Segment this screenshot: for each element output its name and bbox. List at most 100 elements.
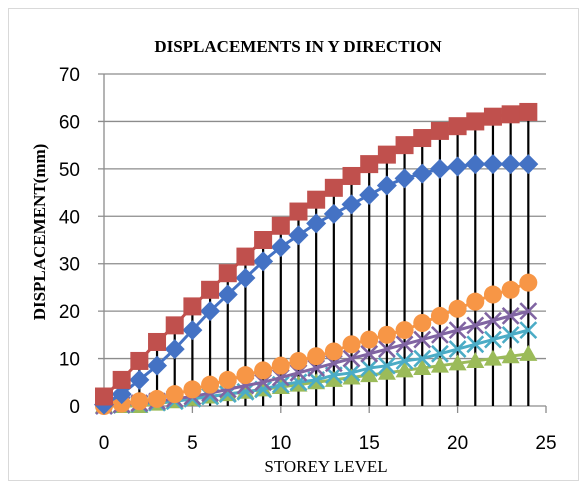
data-point-diamond bbox=[270, 237, 291, 258]
data-point-x bbox=[448, 340, 467, 359]
data-point-square bbox=[112, 370, 131, 389]
data-point-x bbox=[377, 340, 396, 359]
data-point-x bbox=[466, 316, 485, 335]
data-point-square bbox=[307, 190, 326, 209]
data-point-circle bbox=[395, 321, 414, 340]
series-6 bbox=[95, 273, 538, 415]
data-point-square bbox=[519, 102, 538, 121]
data-point-x bbox=[431, 325, 449, 344]
data-point-circle bbox=[307, 347, 326, 366]
data-point-x bbox=[484, 311, 502, 330]
x-tick-label: 0 bbox=[99, 433, 110, 454]
y-tick-label: 50 bbox=[59, 160, 80, 181]
x-axis-ticks: 0 5 10 15 20 25 bbox=[99, 433, 557, 454]
data-point-x bbox=[395, 352, 414, 370]
data-point-x bbox=[413, 349, 432, 368]
data-point-square bbox=[183, 297, 202, 316]
data-point-diamond bbox=[217, 284, 238, 305]
data-point-diamond bbox=[323, 203, 344, 224]
data-point-x bbox=[466, 335, 485, 354]
data-point-x-stroke bbox=[254, 380, 273, 399]
data-point-x bbox=[501, 325, 520, 344]
data-point-diamond bbox=[288, 225, 309, 246]
data-point-square bbox=[324, 178, 343, 197]
series-2 bbox=[95, 102, 538, 406]
data-point-diamond bbox=[482, 154, 503, 175]
data-point-x-stroke bbox=[448, 321, 467, 340]
data-point-square bbox=[289, 202, 308, 221]
x-tick-label: 15 bbox=[359, 433, 380, 454]
data-point-x-stroke bbox=[431, 325, 449, 344]
data-point-triangle bbox=[395, 361, 414, 378]
data-point-circle bbox=[254, 361, 273, 380]
data-point-circle bbox=[271, 356, 290, 375]
data-point-x bbox=[484, 330, 502, 349]
data-point-square bbox=[377, 145, 396, 164]
data-point-square bbox=[218, 264, 237, 283]
data-point-x bbox=[519, 302, 538, 321]
data-point-x bbox=[360, 359, 379, 377]
data-point-triangle bbox=[519, 344, 538, 361]
data-point-diamond bbox=[394, 168, 415, 189]
data-point-square bbox=[466, 112, 485, 131]
y-tick-label: 0 bbox=[69, 397, 80, 418]
data-point-x bbox=[342, 363, 361, 382]
data-point-diamond bbox=[500, 154, 521, 175]
data-point-x bbox=[342, 349, 361, 368]
data-point-circle bbox=[413, 314, 432, 332]
data-point-diamond bbox=[306, 213, 327, 234]
y-tick-label: 40 bbox=[59, 207, 80, 228]
data-point-diamond bbox=[164, 339, 185, 360]
data-point-circle bbox=[466, 292, 485, 311]
x-tick-label: 5 bbox=[187, 433, 198, 454]
y-axis-ticks: 0 10 20 30 40 50 60 70 bbox=[59, 65, 80, 418]
data-point-diamond bbox=[341, 194, 362, 215]
data-point-square bbox=[271, 216, 290, 235]
data-point-x bbox=[431, 344, 449, 363]
data-point-square bbox=[448, 117, 467, 136]
data-point-circle bbox=[430, 306, 449, 325]
data-point-diamond bbox=[376, 175, 397, 196]
data-point-x bbox=[360, 344, 379, 363]
data-point-diamond bbox=[182, 320, 203, 341]
data-point-square bbox=[483, 107, 502, 126]
x-tick-label: 10 bbox=[270, 433, 291, 454]
data-point-x-stroke bbox=[236, 382, 255, 401]
data-point-x-stroke bbox=[413, 330, 432, 349]
data-point-square bbox=[130, 351, 149, 370]
data-point-x-stroke bbox=[377, 340, 396, 359]
data-point-square bbox=[201, 280, 220, 299]
data-point-x-stroke bbox=[466, 316, 485, 335]
data-point-x-stroke bbox=[501, 306, 520, 325]
data-point-triangle bbox=[430, 356, 449, 373]
x-tick-label: 25 bbox=[535, 433, 556, 454]
data-point-diamond bbox=[253, 251, 274, 272]
data-point-circle bbox=[360, 330, 379, 349]
data-point-x bbox=[377, 356, 396, 375]
data-point-x-stroke bbox=[501, 325, 520, 344]
data-point-circle bbox=[483, 285, 502, 304]
data-point-square bbox=[254, 231, 273, 249]
data-point-x-stroke bbox=[342, 363, 361, 382]
data-point-circle bbox=[183, 380, 202, 399]
data-point-circle bbox=[324, 342, 343, 361]
data-point-square bbox=[360, 155, 379, 174]
data-point-x-stroke bbox=[360, 359, 379, 377]
data-point-triangle bbox=[501, 347, 520, 364]
data-point-diamond bbox=[465, 154, 486, 175]
data-point-triangle bbox=[324, 370, 343, 387]
data-point-circle bbox=[236, 366, 255, 385]
data-point-diamond bbox=[518, 154, 539, 175]
data-point-circle bbox=[448, 299, 467, 318]
chart-title: DISPLACEMENTS IN Y DIRECTION bbox=[154, 37, 442, 56]
data-point-x-stroke bbox=[395, 335, 414, 354]
data-point-circle bbox=[377, 325, 396, 344]
data-point-square bbox=[430, 121, 449, 140]
series-group bbox=[94, 102, 539, 415]
data-point-x-stroke bbox=[271, 375, 290, 394]
data-point-diamond bbox=[147, 355, 168, 376]
data-point-diamond bbox=[129, 369, 150, 390]
x-axis-label: STOREY LEVEL bbox=[264, 457, 387, 476]
data-point-x-stroke bbox=[395, 352, 414, 370]
